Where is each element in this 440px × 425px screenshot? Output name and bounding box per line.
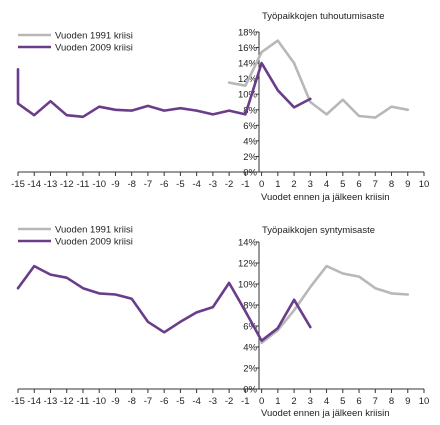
y-tick-label: 6% xyxy=(243,322,257,333)
y-tick-label: 10% xyxy=(238,90,258,101)
x-tick-label: 7 xyxy=(373,179,378,190)
x-tick-label: -1 xyxy=(241,396,249,407)
x-tick-label: -5 xyxy=(176,396,184,407)
x-tick-label: -8 xyxy=(127,396,135,407)
y-tick-label: 12% xyxy=(238,259,258,270)
x-tick-label: 2 xyxy=(291,396,296,407)
x-tick-label: -3 xyxy=(209,179,217,190)
x-tick-label: 1 xyxy=(275,396,280,407)
y-tick-label: 2% xyxy=(243,152,257,163)
x-tick-label: -9 xyxy=(111,396,119,407)
x-tick-label: -11 xyxy=(76,396,89,407)
y-tick-label: 8% xyxy=(243,105,257,116)
x-tick-label: 6 xyxy=(356,396,361,407)
series-line-2009 xyxy=(16,61,312,119)
x-tick-label: 0 xyxy=(259,179,264,190)
x-tick-label: -3 xyxy=(209,396,217,407)
y-tick-label: 4% xyxy=(243,343,257,354)
y-tick-label: 6% xyxy=(243,121,257,132)
x-tick-label: 10 xyxy=(419,179,430,190)
y-tick-label: 0% xyxy=(243,168,257,179)
x-tick-label: 3 xyxy=(308,396,313,407)
x-tick-label: -15 xyxy=(11,179,25,190)
x-tick-label: 4 xyxy=(324,179,329,190)
x-tick-label: -15 xyxy=(11,396,25,407)
x-tick-label: -10 xyxy=(92,396,106,407)
chart-title: Työpaikkojen syntymisaste xyxy=(262,225,375,236)
x-tick-label: -8 xyxy=(127,179,135,190)
x-tick-label: 8 xyxy=(389,396,394,407)
x-tick-label: -13 xyxy=(44,396,58,407)
series-line-2009 xyxy=(16,264,312,343)
chart-panel-1: 0%2%4%6%8%10%12%14%16%18%-15 -14 -13 -12 -11… xyxy=(11,11,429,203)
series-line-1991 xyxy=(260,264,410,345)
y-tick-label: 14% xyxy=(238,238,258,249)
x-tick-label: 6 xyxy=(356,179,361,190)
x-tick-label: -13 xyxy=(44,179,58,190)
legend-label: Vuoden 1991 kriisi xyxy=(55,225,133,236)
x-tick-label: 10 xyxy=(419,396,430,407)
x-tick-label: 3 xyxy=(308,179,313,190)
x-tick-label: -4 xyxy=(192,396,200,407)
x-tick-label: -7 xyxy=(144,396,152,407)
legend-label: Vuoden 2009 kriisi xyxy=(55,237,133,248)
chart-panel-2: 0%2%4%6%8%10%12%14%-15 -14 -13 -12 -11 -10 -9-… xyxy=(11,225,429,420)
x-tick-label: -2 xyxy=(225,179,233,190)
y-tick-label: 4% xyxy=(243,136,257,147)
series-line-1991 xyxy=(227,39,410,119)
x-tick-label: -7 xyxy=(144,179,152,190)
y-tick-label: 8% xyxy=(243,301,257,312)
x-tick-label: -9 xyxy=(111,179,119,190)
x-tick-label: 7 xyxy=(373,396,378,407)
x-tick-label: -6 xyxy=(160,179,168,190)
y-tick-label: 18% xyxy=(238,28,258,39)
y-tick-label: 16% xyxy=(238,43,258,54)
y-tick-label: 0% xyxy=(243,385,257,396)
x-tick-label: -11 xyxy=(76,179,89,190)
x-axis-label: Vuodet ennen ja jälkeen kriisin xyxy=(261,408,390,419)
x-tick-label: -14 xyxy=(27,396,41,407)
x-tick-label: -4 xyxy=(192,179,200,190)
x-tick-label: 5 xyxy=(340,179,345,190)
x-tick-label: -10 xyxy=(92,179,106,190)
x-tick-label: -6 xyxy=(160,396,168,407)
x-tick-label: -12 xyxy=(60,179,74,190)
x-tick-label: -12 xyxy=(60,396,74,407)
x-tick-label: 9 xyxy=(405,396,410,407)
y-tick-label: 2% xyxy=(243,364,257,375)
x-tick-label: 1 xyxy=(275,179,280,190)
legend-label: Vuoden 1991 kriisi xyxy=(55,31,133,42)
x-tick-label: -14 xyxy=(27,179,41,190)
x-tick-label: 9 xyxy=(405,179,410,190)
x-tick-label: -2 xyxy=(225,396,233,407)
x-tick-label: 5 xyxy=(340,396,345,407)
x-tick-label: 8 xyxy=(389,179,394,190)
x-tick-label: -1 xyxy=(241,179,249,190)
x-axis-label: Vuodet ennen ja jälkeen kriisin xyxy=(261,192,390,203)
x-tick-label: 0 xyxy=(259,396,264,407)
y-tick-label: 14% xyxy=(238,59,258,70)
x-tick-label: 4 xyxy=(324,396,329,407)
x-tick-label: 2 xyxy=(291,179,296,190)
legend-label: Vuoden 2009 kriisi xyxy=(55,43,133,54)
x-tick-label: -5 xyxy=(176,179,184,190)
y-tick-label: 10% xyxy=(238,280,258,291)
chart-title: Työpaikkojen tuhoutumisaste xyxy=(262,11,385,22)
